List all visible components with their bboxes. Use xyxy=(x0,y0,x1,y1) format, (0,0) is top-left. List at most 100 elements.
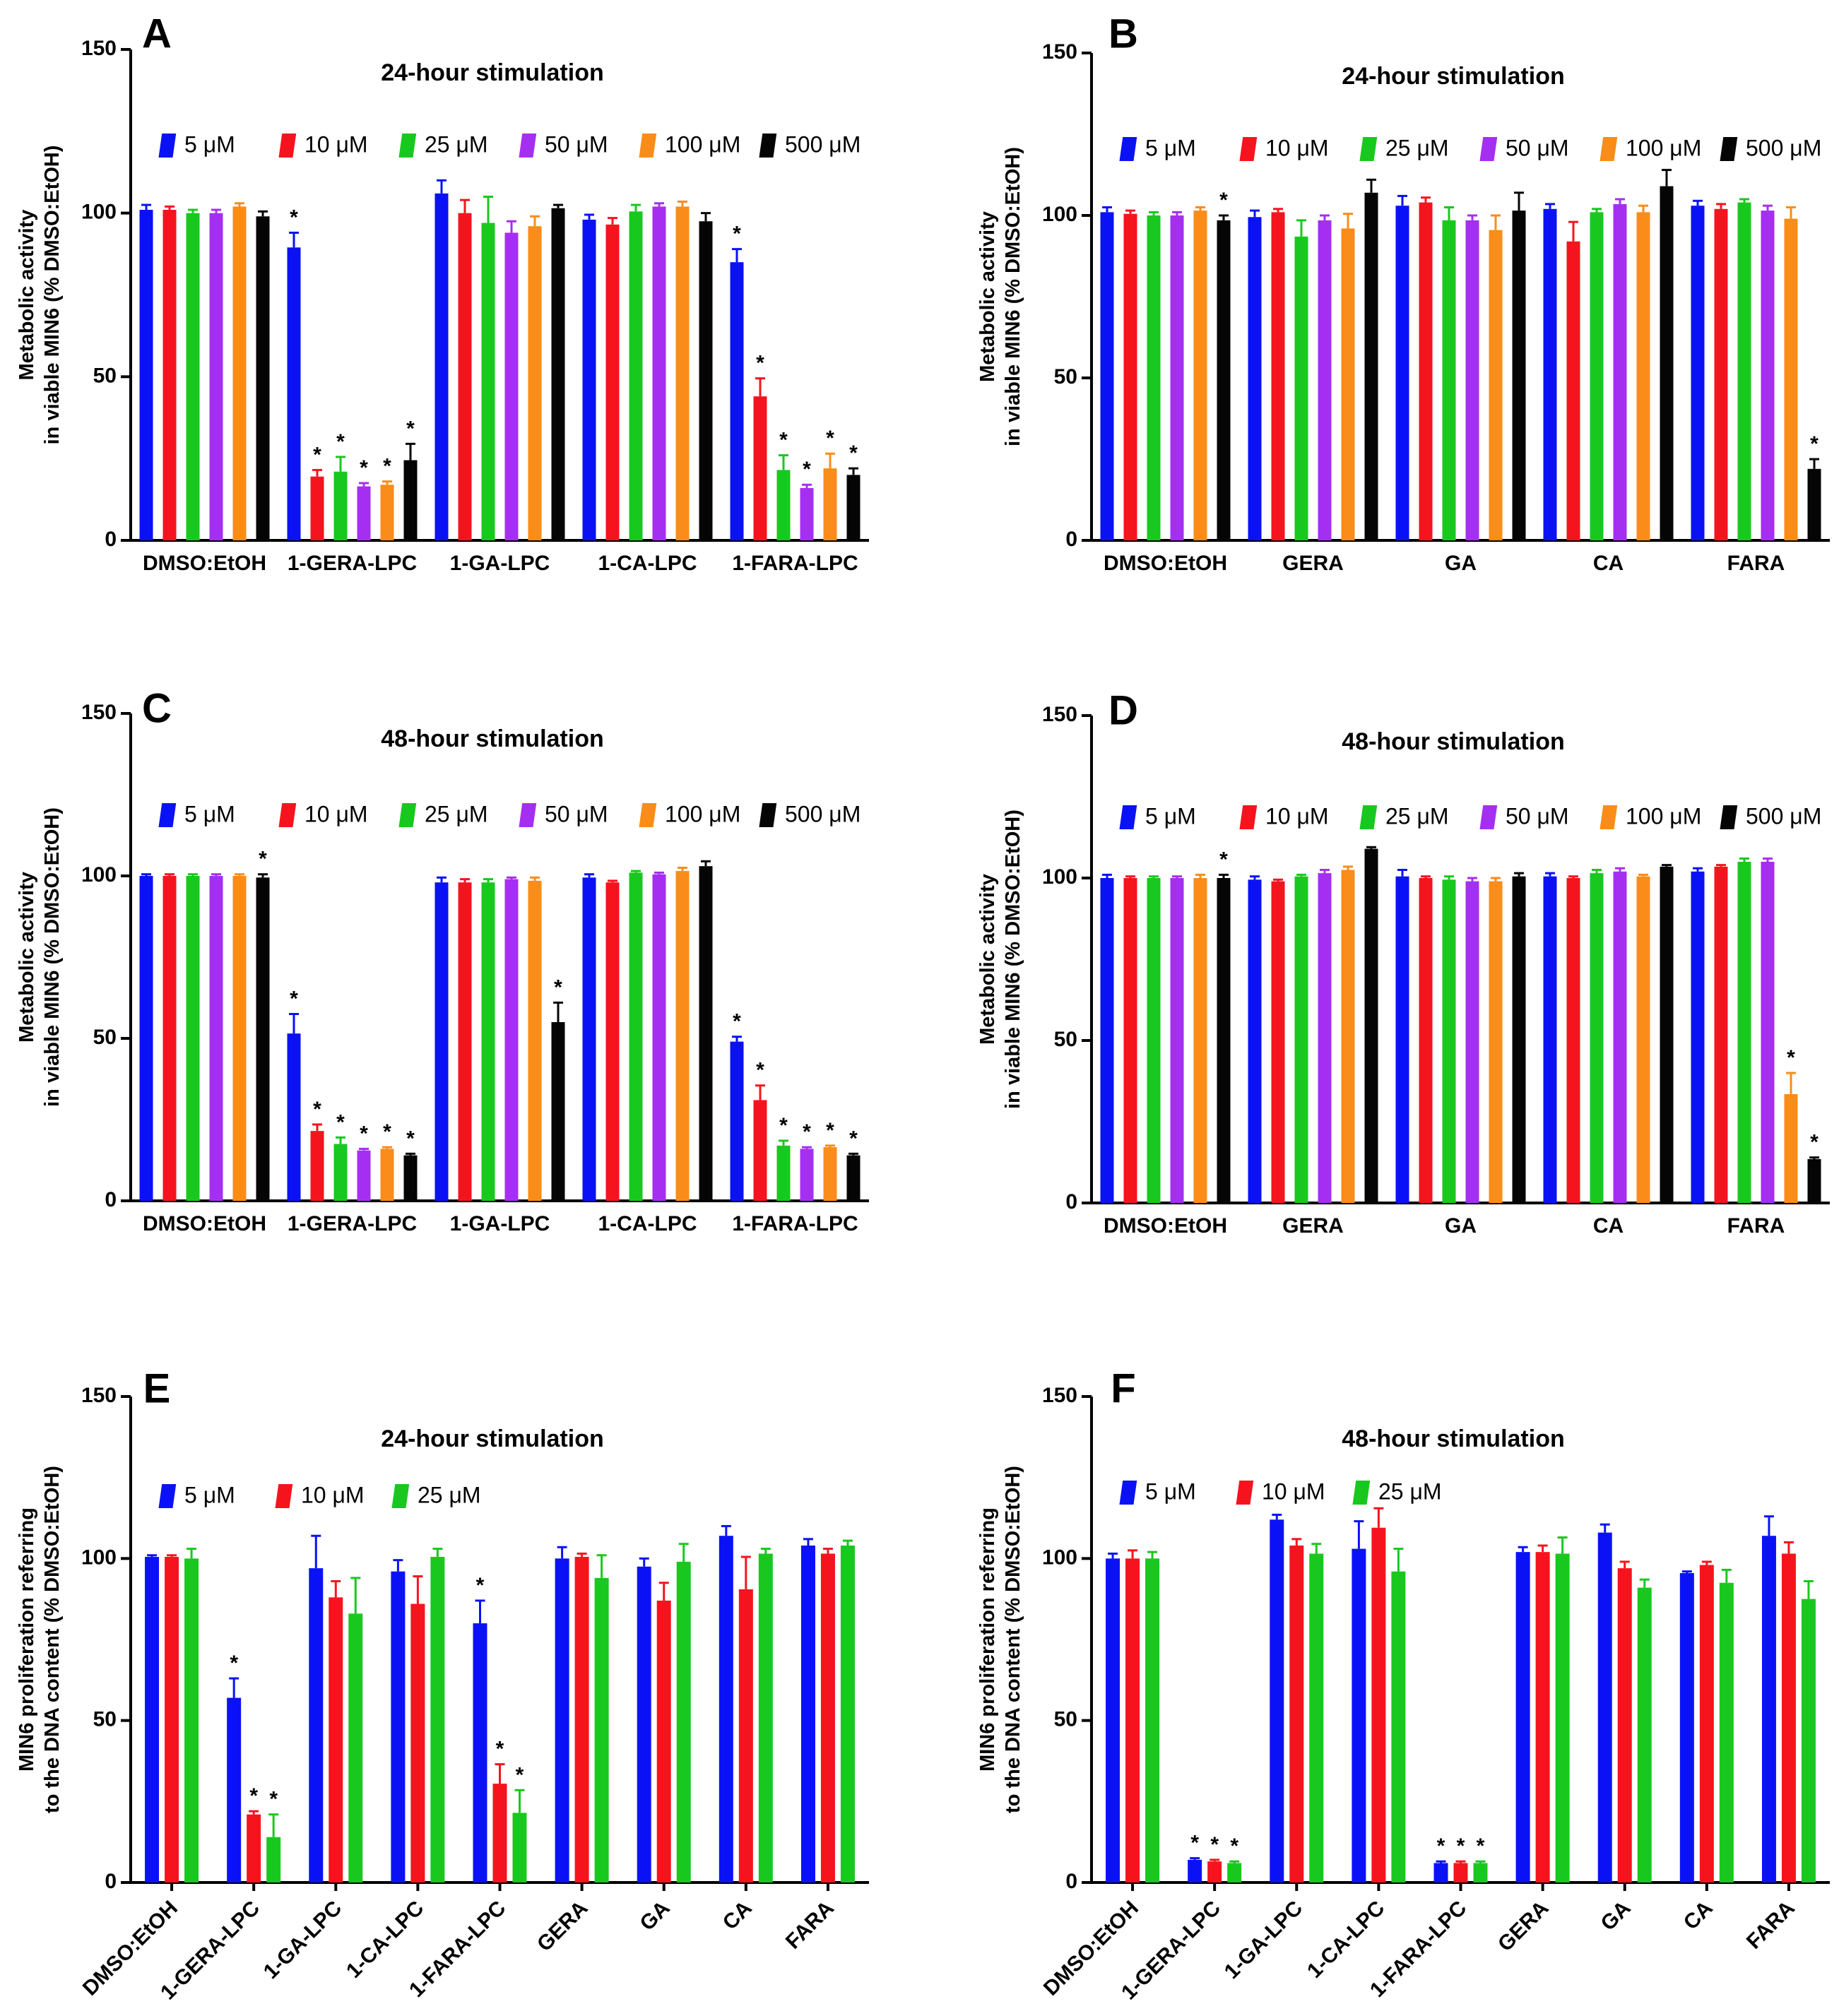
bar xyxy=(1147,215,1161,540)
x-tick-label: FARA xyxy=(1727,552,1785,575)
bar xyxy=(1442,879,1456,1203)
legend-label: 25 μM xyxy=(1385,135,1449,160)
x-tick-label: GERA xyxy=(1494,1897,1554,1957)
bar xyxy=(1100,878,1114,1203)
significance-marker: * xyxy=(1437,1834,1445,1858)
legend-swatch xyxy=(1479,137,1498,161)
bar xyxy=(675,871,690,1201)
bar xyxy=(1364,192,1378,540)
bar xyxy=(1318,220,1332,540)
significance-marker: * xyxy=(849,1127,858,1150)
x-tick-label: GA xyxy=(1597,1897,1636,1935)
y-tick-label: 150 xyxy=(81,37,117,60)
panel-d: D 48-hour stimulation Metabolic activity in… xyxy=(976,687,1830,1238)
significance-marker: * xyxy=(1477,1834,1485,1858)
bar xyxy=(1566,878,1580,1203)
x-tick-label: FARA xyxy=(781,1897,839,1954)
bar xyxy=(430,1557,445,1882)
legend-swatch xyxy=(519,803,537,827)
significance-marker: * xyxy=(803,458,811,481)
bar xyxy=(840,1545,855,1882)
bar xyxy=(310,476,324,540)
bar xyxy=(410,1603,425,1882)
y-tick-label: 100 xyxy=(81,1546,117,1569)
legend-label: 50 μM xyxy=(1506,135,1569,160)
bar xyxy=(594,1577,609,1882)
legend-swatch xyxy=(1359,137,1378,161)
bar xyxy=(1352,1548,1366,1882)
bar xyxy=(186,213,200,540)
legend-label: 100 μM xyxy=(1626,803,1701,829)
bar xyxy=(605,224,620,540)
bar xyxy=(846,1155,861,1201)
bar xyxy=(1442,220,1456,540)
bar xyxy=(1555,1553,1570,1882)
bar xyxy=(1341,228,1355,540)
bar xyxy=(1679,1572,1694,1882)
bar xyxy=(1613,871,1627,1203)
bar xyxy=(656,1600,671,1882)
significance-marker: * xyxy=(249,1784,258,1808)
bar xyxy=(1691,871,1705,1203)
bar xyxy=(1433,1863,1448,1882)
y-tick-label: 0 xyxy=(105,1870,117,1893)
significance-marker: * xyxy=(1457,1834,1465,1858)
significance-marker: * xyxy=(269,1788,278,1811)
significance-marker: * xyxy=(756,352,764,375)
bar xyxy=(1391,1571,1406,1882)
bar xyxy=(1217,878,1231,1203)
bar xyxy=(1270,1519,1284,1882)
bar xyxy=(348,1613,363,1882)
x-tick-label: CA xyxy=(1593,1214,1624,1238)
legend-swatch xyxy=(391,1484,410,1508)
y-tick-label: 50 xyxy=(93,1708,117,1731)
bar xyxy=(699,221,713,540)
x-tick-label: DMSO:EtOH xyxy=(1104,552,1227,575)
significance-marker: * xyxy=(1230,1834,1238,1858)
panel-b: B 24-hour stimulation Metabolic activity in… xyxy=(976,11,1830,575)
bar xyxy=(403,1155,418,1201)
panel-a: A 24-hour stimulation Metabolic activity in… xyxy=(16,11,869,575)
bar xyxy=(1515,1552,1530,1882)
bar xyxy=(1217,220,1231,540)
bar xyxy=(1125,1558,1140,1882)
bar xyxy=(1617,1568,1632,1882)
legend-swatch xyxy=(1720,805,1738,829)
y-axis-label-line: MIN6 proliferation referring xyxy=(976,1507,999,1772)
bar xyxy=(1395,206,1409,540)
bar xyxy=(820,1553,835,1882)
legend-label: 10 μM xyxy=(1265,135,1329,160)
significance-marker: * xyxy=(826,1119,834,1142)
bar xyxy=(652,206,666,540)
bar xyxy=(1543,876,1557,1203)
x-tick-label: DMSO:EtOH xyxy=(143,1212,266,1235)
bar xyxy=(753,396,767,540)
bar xyxy=(823,1147,837,1201)
bar xyxy=(1590,212,1604,540)
bar xyxy=(1660,866,1674,1203)
x-tick-label: 1-GA-LPC xyxy=(1220,1897,1308,1984)
y-tick-label: 150 xyxy=(1042,40,1077,64)
bar xyxy=(186,876,200,1201)
legend-label: 5 μM xyxy=(1145,135,1196,160)
significance-marker: * xyxy=(1219,189,1228,212)
x-tick-label: 1-CA-LPC xyxy=(598,1212,697,1235)
y-tick-label: 150 xyxy=(81,701,117,724)
legend-label: 10 μM xyxy=(1265,803,1329,829)
panel-letter: F xyxy=(1111,1365,1135,1411)
x-tick-label: FARA xyxy=(1727,1214,1785,1238)
bar xyxy=(1637,1587,1652,1882)
legend-label: 5 μM xyxy=(184,131,235,157)
legend-label: 500 μM xyxy=(785,131,861,157)
bar xyxy=(145,1557,160,1882)
bar xyxy=(227,1697,242,1882)
y-axis-label-line: Metabolic activity xyxy=(16,210,38,381)
y-tick-label: 0 xyxy=(1065,1870,1077,1893)
bar xyxy=(184,1558,199,1882)
bar xyxy=(582,219,596,540)
bar xyxy=(434,193,449,540)
bar xyxy=(380,485,394,540)
legend-label: 500 μM xyxy=(785,801,861,826)
bar xyxy=(1465,881,1479,1203)
bar xyxy=(1193,211,1207,540)
